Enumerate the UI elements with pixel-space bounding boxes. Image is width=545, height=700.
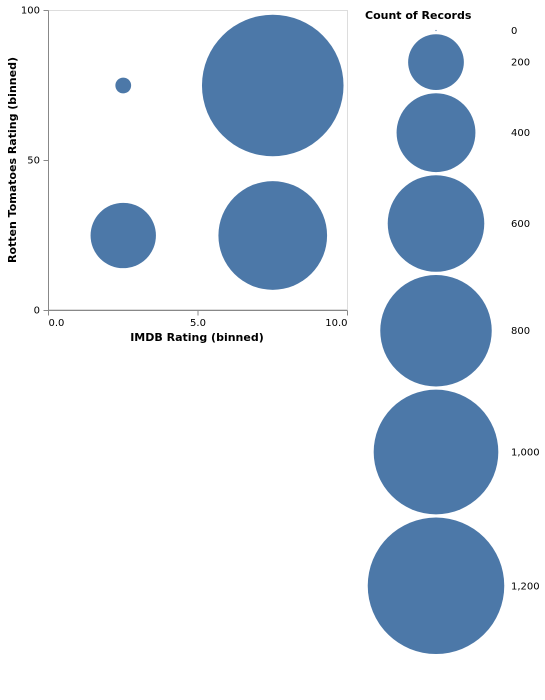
y-tick-label-1: 50 [27,156,40,167]
legend-symbol-4 [380,275,492,387]
legend-label-0: 0 [511,26,517,37]
legend-label-6: 1,200 [511,581,540,592]
legend-label-3: 600 [511,219,530,230]
data-point-2 [90,202,156,269]
x-axis-title: IMDB Rating (binned) [130,331,264,344]
y-axis-title: Rotten Tomatoes Rating (binned) [6,57,19,263]
data-point-0 [115,77,132,94]
legend-symbol-5 [373,389,499,515]
y-tick-label-0: 0 [34,306,40,317]
legend-symbol-3 [387,175,485,272]
legend-label-5: 1,000 [511,447,540,458]
data-point-1 [201,14,344,157]
y-ticks-layer: 0 50 100 [21,6,49,317]
legend-title: Count of Records [365,9,472,22]
legend-label-4: 800 [511,326,530,337]
marks-layer [90,14,344,290]
legend-symbol-6 [367,517,505,655]
legend-label-1: 200 [511,58,530,69]
x-tick-label-1: 5.0 [190,318,206,329]
legend-symbol-2 [396,93,476,173]
size-legend: 0 200 400 600 800 1,000 1,200 [367,26,540,655]
x-tick-label-0: 0.0 [49,318,65,329]
x-ticks-layer: 0.0 5.0 10.0 [48,310,348,329]
legend-symbol-0 [435,29,437,32]
data-point-3 [218,181,328,290]
x-tick-label-2: 10.0 [325,318,347,329]
legend-symbol-1 [408,34,464,91]
y-tick-label-2: 100 [21,6,40,17]
legend-label-2: 400 [511,128,530,139]
